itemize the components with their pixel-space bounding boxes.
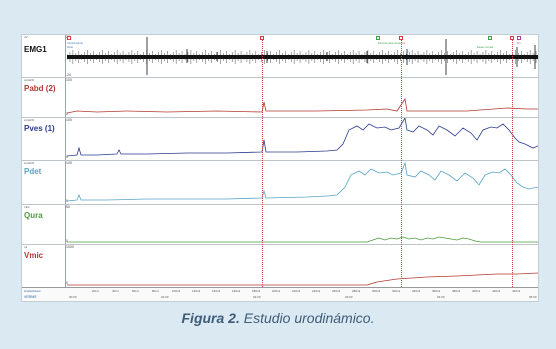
channel-name: EMG1: [24, 45, 47, 54]
volume-tick: 400ml: [472, 289, 480, 293]
channel-unit: ml: [24, 245, 27, 249]
emg-trace: [67, 35, 538, 78]
channel-label-box: ml Vmic: [22, 245, 66, 287]
channel-name: Pabd (2): [24, 84, 56, 93]
channel-vmic: ml Vmic 1000 0: [22, 245, 538, 287]
volume-tick: 120ml: [192, 289, 200, 293]
axis-row1-label: Anotaciones: [24, 289, 41, 293]
event-line: [512, 40, 513, 287]
axis-row2-label: VERMS: [24, 295, 36, 299]
volume-tick: 420ml: [492, 289, 500, 293]
time-axis: Anotaciones VERMS 20ml 40ml 60ml 80ml 100ml 1…: [22, 287, 538, 301]
event-marker[interactable]: [517, 36, 521, 40]
volume-tick: 160ml: [232, 289, 240, 293]
event-label: Fin: [517, 42, 521, 45]
channel-unit: ml/s: [24, 205, 30, 209]
volume-tick: 60ml: [132, 289, 139, 293]
channel-pves: cmH2O Pves (1) 100 0: [22, 118, 538, 161]
figure-caption: Figura 2. Estudio urodinámico.: [0, 310, 556, 326]
channel-emg1: uV EMG1 20 -20: [22, 35, 538, 78]
volume-tick: 260ml: [332, 289, 340, 293]
volume-tick: 20ml: [92, 289, 99, 293]
time-tick: 03:00: [345, 295, 353, 299]
volume-tick: 320ml: [392, 289, 400, 293]
event-label: Conocimiento: [67, 42, 83, 45]
channel-name: Pves (1): [24, 124, 55, 133]
event-label: Deseo normal: [477, 46, 493, 49]
time-tick: 04:00: [437, 295, 445, 299]
channel-label-box: ml/s Qura: [22, 205, 66, 244]
volume-tick: 80ml: [152, 289, 159, 293]
volume-tick: 440ml: [512, 289, 520, 293]
volume-tick: 200ml: [272, 289, 280, 293]
volume-tick: 180ml: [252, 289, 260, 293]
volume-tick: 240ml: [312, 289, 320, 293]
volume-tick: 220ml: [292, 289, 300, 293]
channel-pabd: cmH2O Pabd (2) 100 0: [22, 78, 538, 118]
channel-label-box: cmH2O Pves (1): [22, 118, 66, 160]
volume-tick: 40ml: [112, 289, 119, 293]
volume-tick: 300ml: [372, 289, 380, 293]
volume-tick: 280ml: [352, 289, 360, 293]
pves-trace: [67, 118, 538, 161]
volume-tick: 340ml: [412, 289, 420, 293]
channel-qura: ml/s Qura 50 0: [22, 205, 538, 245]
event-line: [262, 40, 263, 287]
time-tick: 00:00: [69, 295, 77, 299]
vmic-trace: [67, 245, 538, 287]
event-marker[interactable]: [67, 36, 71, 40]
qura-trace: [67, 205, 538, 245]
caption-text: Estudio urodinámico.: [240, 310, 375, 326]
channel-pdet: cmH2O Pdet 100 0: [22, 161, 538, 205]
volume-tick: 360ml: [432, 289, 440, 293]
channel-label-box: uV EMG1: [22, 35, 66, 77]
pabd-trace: [67, 78, 538, 118]
pdet-trace: [67, 161, 538, 205]
event-marker[interactable]: [376, 36, 380, 40]
time-tick: 05:00: [529, 295, 537, 299]
volume-tick: 380ml: [452, 289, 460, 293]
channel-unit: cmH2O: [24, 161, 34, 165]
event-label: Permiso para orinar: [378, 42, 401, 45]
channel-name: Pdet: [24, 167, 41, 176]
event-label: Inicio: [67, 46, 73, 49]
urodynamic-chart: uV EMG1 20 -20 cmH2O Pabd (2) 100 0 cmH2…: [21, 34, 539, 302]
volume-tick: 140ml: [212, 289, 220, 293]
volume-tick: 100ml: [172, 289, 180, 293]
time-tick: 01:00: [161, 295, 169, 299]
channel-label-box: cmH2O Pdet: [22, 161, 66, 204]
event-marker[interactable]: [488, 36, 492, 40]
channel-unit: cmH2O: [24, 78, 34, 82]
time-tick: 02:00: [253, 295, 261, 299]
channel-name: Qura: [24, 211, 43, 220]
channel-unit: uV: [24, 35, 28, 39]
channel-name: Vmic: [24, 251, 43, 260]
channel-label-box: cmH2O Pabd (2): [22, 78, 66, 117]
caption-bold: Figura 2.: [182, 310, 240, 326]
event-line: [401, 40, 402, 287]
channel-unit: cmH2O: [24, 118, 34, 122]
